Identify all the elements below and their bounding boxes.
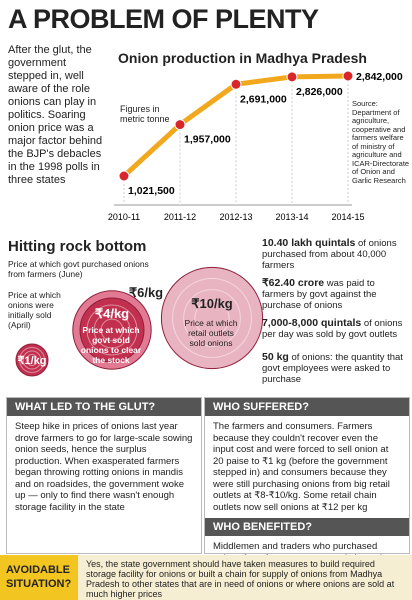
x-tick-label: 2014-15	[331, 212, 364, 222]
suffered-box: WHO SUFFERED? The farmers and consumers.…	[204, 397, 410, 575]
stat-bold: 50 kg	[262, 351, 289, 363]
marker	[286, 71, 298, 83]
stat-text: of onions per day was sold by govt outle…	[262, 318, 403, 340]
stat: 10.40 lakh quintals of onions purchased …	[262, 237, 408, 272]
value-label: 2,826,000	[296, 86, 343, 98]
price-caption: Price at which govt purchased onions fro…	[8, 259, 149, 279]
footer: AVOIDABLE SITUATION? Yes, the state gove…	[0, 555, 412, 600]
stat-bold: 7,000-8,000 quintals	[262, 317, 362, 329]
marker	[174, 119, 186, 131]
onion	[15, 343, 49, 377]
stat-bold: ₹62.40 crore	[262, 277, 325, 289]
onion-ring	[93, 311, 131, 349]
title: A PROBLEM OF PLENTY	[8, 4, 319, 34]
onion-ring	[22, 350, 42, 370]
onion-ring	[100, 318, 124, 342]
onion-ring	[86, 304, 138, 356]
price-caption: Price at which govt sold onions to clear…	[80, 325, 142, 365]
stat-text: of onions purchased from about 40,000 fa…	[262, 238, 397, 271]
x-tick-label: 2011-12	[164, 212, 196, 222]
box-heading: WHO SUFFERED?	[205, 398, 409, 416]
stat: 7,000-8,000 quintals of onions per day w…	[262, 317, 408, 341]
onion-ring	[26, 354, 38, 366]
value-label: 1,957,000	[184, 134, 231, 146]
footer-label: AVOIDABLE SITUATION?	[0, 555, 78, 600]
marker	[342, 70, 354, 82]
marker	[230, 78, 242, 90]
chart-source: Source: Department of agriculture, coope…	[352, 99, 410, 185]
box-heading: WHAT LED TO THE GLUT?	[7, 398, 201, 416]
onion-ring	[172, 278, 252, 358]
onion-ring	[183, 289, 241, 347]
price-label: ₹10/kg	[191, 296, 233, 311]
x-tick-label: 2010-11	[108, 212, 140, 222]
stat-text: of onions: the quantity that govt employ…	[262, 352, 403, 385]
price-label: ₹6/kg	[129, 285, 163, 300]
marker	[118, 170, 130, 182]
price-caption: Price at which onions were initially sol…	[8, 290, 61, 330]
chart-note: Figures in metric tonne	[120, 104, 170, 124]
intro: After the glut, the government stepped i…	[8, 44, 103, 186]
chart-title: Onion production in Madhya Pradesh	[118, 50, 367, 66]
stat: ₹62.40 crore was paid to farmers by govt…	[262, 277, 408, 312]
onion	[160, 266, 264, 370]
onion-ring	[19, 347, 45, 373]
box-text: Steep hike in prices of onions last year…	[15, 421, 193, 513]
x-tick-label: 2013-14	[275, 212, 308, 222]
stat-bold: 10.40 lakh quintals	[262, 237, 356, 249]
box-heading: WHO BENEFITED?	[205, 518, 409, 536]
onion	[79, 297, 145, 363]
price-caption: Price at which retail outlets sold onion…	[184, 318, 238, 348]
stat: 50 kg of onions: the quantity that govt …	[262, 351, 408, 386]
x-tick-label: 2012-13	[219, 212, 252, 222]
value-label: 2,691,000	[240, 93, 287, 105]
price-label: ₹1/kg	[17, 355, 46, 367]
onion-ring	[194, 300, 230, 336]
value-label: 2,842,000	[356, 71, 403, 83]
footer-text: Yes, the state government should have ta…	[86, 559, 395, 599]
section-title: Hitting rock bottom	[8, 238, 147, 255]
box-text: The farmers and consumers. Farmers becau…	[213, 421, 390, 513]
price-label: ₹4/kg	[95, 306, 129, 321]
glut-box: WHAT LED TO THE GLUT? Steep hike in pric…	[6, 397, 202, 554]
value-label: 1,021,500	[128, 185, 175, 197]
stat-text: was paid to farmers by govt against the …	[262, 278, 377, 311]
